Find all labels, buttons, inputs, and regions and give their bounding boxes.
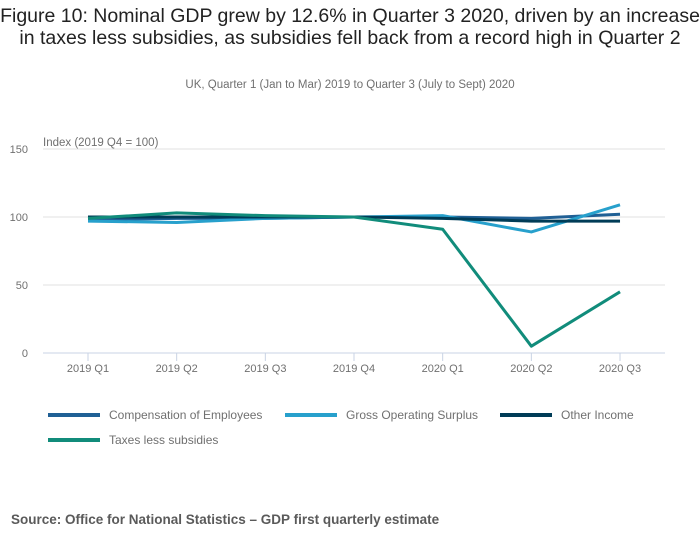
legend-label: Taxes less subsidies [109, 433, 219, 447]
legend-swatch [500, 413, 552, 417]
legend-item[interactable]: Taxes less subsidies [48, 433, 218, 447]
legend-swatch [48, 438, 100, 442]
legend-item[interactable]: Compensation of Employees [48, 408, 262, 422]
x-tick-label: 2019 Q2 [156, 363, 198, 375]
x-tick-label: 2020 Q2 [510, 363, 552, 375]
source-note: Source: Office for National Statistics –… [11, 512, 440, 527]
legend-label: Other Income [561, 408, 634, 422]
y-tick-label: 150 [10, 144, 28, 156]
legend-label: Compensation of Employees [109, 408, 263, 422]
legend-swatch [48, 413, 100, 417]
y-axis-label: Index (2019 Q4 = 100) [43, 137, 159, 149]
series-lines [87, 203, 621, 348]
series-line-taxes-less-subsidies[interactable] [87, 211, 621, 348]
legend-item[interactable]: Other Income [500, 408, 634, 422]
chart-subtitle: UK, Quarter 1 (Jan to Mar) 2019 to Quart… [185, 79, 515, 91]
y-tick-label: 100 [10, 212, 28, 224]
y-tick-label: 50 [16, 280, 28, 292]
x-tick-label: 2020 Q1 [422, 363, 464, 375]
legend-label: Gross Operating Surplus [346, 408, 479, 422]
y-axis-ticks: 0 50 100 150 [10, 144, 28, 360]
legend-item[interactable]: Gross Operating Surplus [285, 408, 478, 422]
x-axis: 2019 Q1 2019 Q2 2019 Q3 2019 Q4 2020 Q1 2020 … [43, 352, 665, 375]
x-tick-label: 2019 Q3 [244, 363, 286, 375]
x-tick-label: 2019 Q4 [333, 363, 375, 375]
chart-title: Figure 10: Nominal GDP grew by 12.6% in … [0, 5, 700, 49]
y-tick-label: 0 [22, 348, 28, 360]
legend-swatch [285, 413, 337, 417]
x-tick-label: 2020 Q3 [599, 363, 641, 375]
x-tick-label: 2019 Q1 [67, 363, 109, 375]
